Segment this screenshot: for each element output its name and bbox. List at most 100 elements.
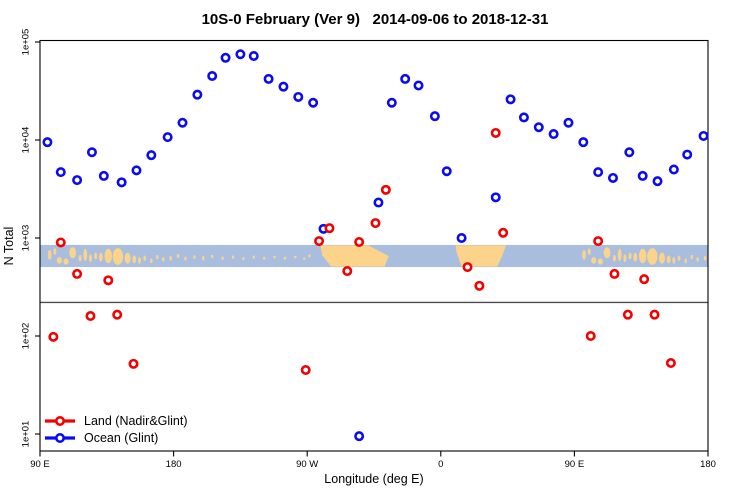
data-point-land — [48, 331, 59, 342]
island — [591, 257, 597, 264]
island — [684, 258, 687, 264]
island — [69, 247, 76, 259]
data-point-ocean — [207, 70, 218, 81]
data-point-land — [314, 236, 325, 247]
island — [137, 257, 141, 264]
data-point-ocean — [86, 147, 97, 158]
island — [659, 252, 665, 264]
data-point-ocean — [578, 137, 589, 148]
island — [150, 258, 153, 264]
island — [283, 256, 287, 260]
data-point-ocean — [131, 165, 142, 176]
legend-label-ocean: Ocean (Glint) — [84, 430, 159, 445]
data-point-ocean — [373, 197, 384, 208]
island — [231, 255, 235, 259]
island — [623, 254, 627, 263]
island — [703, 255, 707, 261]
island — [273, 255, 276, 259]
data-point-land — [490, 127, 501, 138]
data-point-ocean — [386, 97, 397, 108]
data-point-ocean — [668, 164, 679, 175]
y-tick-label: 1e+02 — [21, 323, 32, 350]
data-point-land — [649, 309, 660, 320]
island — [162, 257, 165, 262]
data-point-land — [354, 237, 365, 248]
data-point-land — [462, 262, 473, 273]
data-point-ocean — [624, 147, 635, 158]
island — [294, 255, 297, 259]
data-point-ocean — [263, 73, 274, 84]
island — [612, 254, 616, 262]
x-tick-label: 180 — [166, 459, 182, 470]
data-point-ocean — [354, 431, 365, 442]
x-tick-label: 0 — [438, 459, 443, 470]
island — [633, 252, 638, 262]
x-axis-title: Longitude (deg E) — [324, 472, 424, 486]
island — [88, 254, 92, 263]
island — [262, 256, 266, 260]
island — [647, 248, 658, 265]
data-point-ocean — [441, 166, 452, 177]
data-point-ocean — [42, 137, 53, 148]
island — [176, 254, 180, 258]
y-tick-label: 1e+03 — [21, 225, 32, 252]
data-point-ocean — [293, 91, 304, 102]
island — [156, 254, 159, 260]
data-point-land — [380, 184, 391, 195]
data-point-ocean — [652, 176, 663, 187]
island — [308, 254, 311, 258]
data-point-land — [474, 280, 485, 291]
data-point-land — [593, 236, 604, 247]
data-point-land — [370, 218, 381, 229]
legend-item-land: Land (Nadir&Glint) — [44, 412, 188, 429]
data-point-ocean — [505, 94, 516, 105]
data-point-ocean — [308, 97, 319, 108]
island — [202, 255, 205, 261]
data-point-ocean — [192, 89, 203, 100]
data-point-ocean — [563, 117, 574, 128]
island — [587, 248, 591, 255]
data-point-land — [85, 310, 96, 321]
island — [696, 257, 699, 262]
data-point-ocean — [490, 192, 501, 203]
data-point-land — [585, 330, 596, 341]
data-point-ocean — [162, 132, 173, 143]
island — [47, 249, 52, 260]
data-point-ocean — [533, 122, 544, 133]
y-tick-label: 1e+01 — [21, 421, 32, 448]
landmass-south-america — [320, 245, 389, 267]
data-point-ocean — [593, 167, 604, 178]
data-point-land — [324, 223, 335, 234]
data-point-land — [55, 237, 66, 248]
data-point-land — [639, 274, 650, 285]
data-point-land — [112, 309, 123, 320]
data-point-ocean — [116, 177, 127, 188]
x-tick-label: 90 E — [30, 459, 50, 470]
island — [132, 255, 137, 264]
island — [617, 248, 622, 261]
island — [677, 255, 681, 261]
data-point-ocean — [146, 150, 157, 161]
x-tick-label: 90 E — [565, 459, 585, 470]
island — [56, 257, 62, 264]
data-point-land — [498, 227, 509, 238]
data-point-land — [103, 275, 114, 286]
island — [690, 254, 693, 260]
data-point-ocean — [177, 117, 188, 128]
island — [638, 248, 647, 264]
island — [104, 248, 112, 264]
island — [184, 256, 187, 261]
x-tick-label: 180 — [700, 459, 716, 470]
island — [94, 252, 98, 260]
data-point-ocean — [637, 170, 648, 181]
island — [582, 249, 586, 260]
data-point-land — [342, 266, 353, 277]
island — [99, 252, 103, 262]
chart-legend: Land (Nadir&Glint) Ocean (Glint) — [44, 412, 188, 446]
island — [169, 255, 172, 261]
plot-border — [39, 39, 709, 452]
island — [666, 255, 671, 264]
island — [221, 256, 224, 260]
data-point-ocean — [682, 149, 693, 160]
